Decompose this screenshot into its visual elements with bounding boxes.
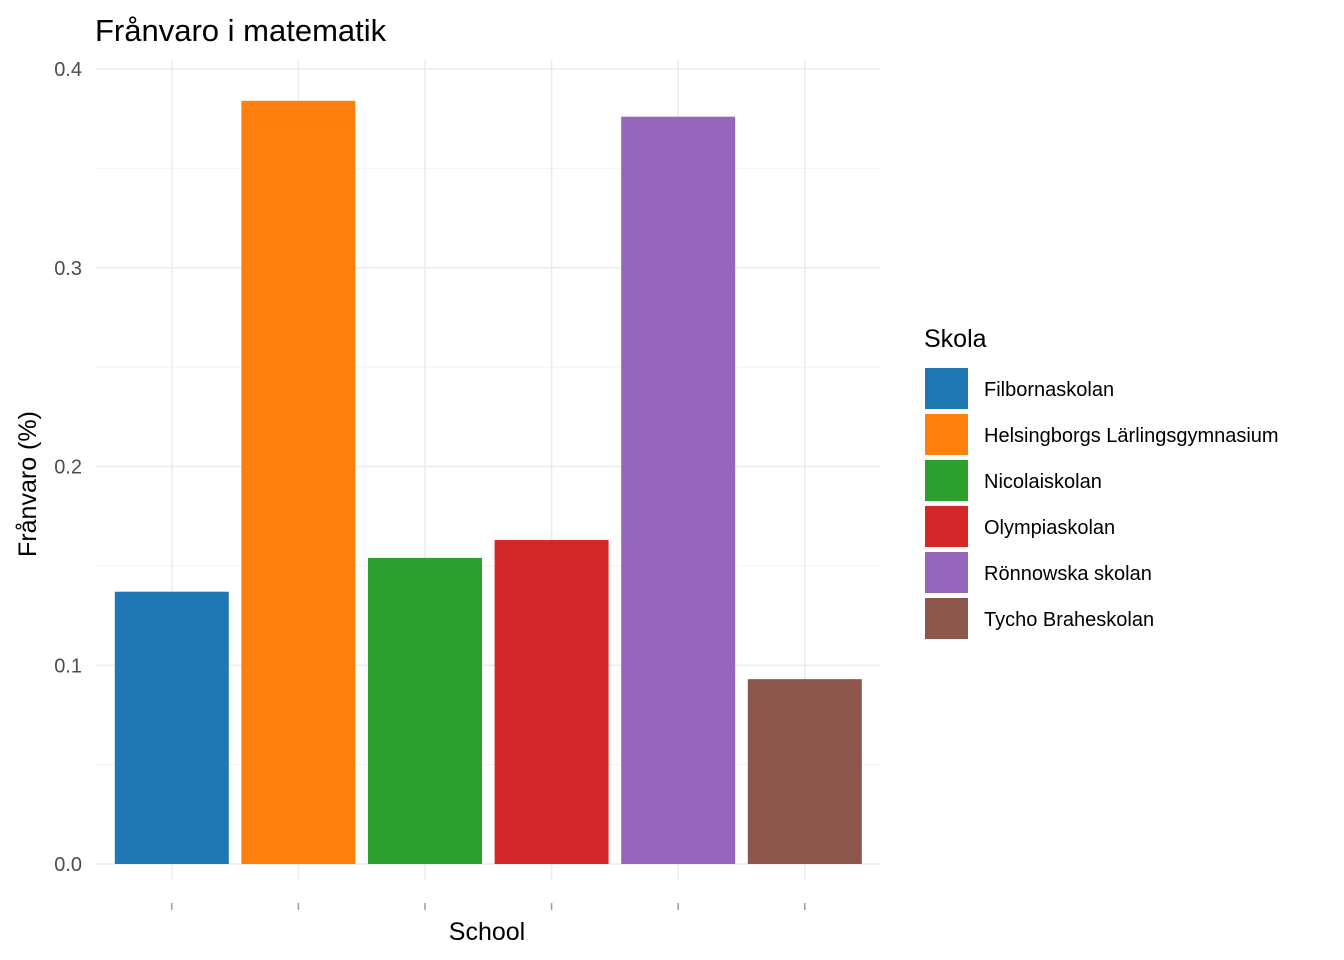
- y-tick-label: 0.3: [54, 258, 82, 280]
- legend-label: Rönnowska skolan: [984, 563, 1152, 585]
- legend-title: Skola: [924, 325, 987, 353]
- bar: [747, 679, 862, 864]
- x-axis-title: School: [449, 918, 525, 946]
- legend: Skola Filbornaskolan Helsingborgs Lärling…: [924, 325, 1279, 639]
- bar: [621, 116, 736, 864]
- bar: [494, 540, 609, 864]
- y-tick-label: 0.0: [54, 854, 82, 876]
- legend-swatch: [925, 552, 968, 593]
- y-tick-label: 0.4: [54, 59, 82, 81]
- y-axis-ticks: 0.0 0.1 0.2 0.3 0.4: [54, 59, 82, 876]
- legend-label: Filbornaskolan: [984, 379, 1114, 401]
- legend-label: Tycho Braheskolan: [984, 609, 1154, 631]
- legend-swatch: [925, 414, 968, 455]
- bar: [368, 557, 482, 864]
- chart-title: Frånvaro i matematik: [95, 13, 387, 48]
- bar: [241, 100, 356, 865]
- y-tick-label: 0.2: [54, 457, 82, 479]
- bars: [114, 100, 862, 865]
- legend-label: Helsingborgs Lärlingsgymnasium: [984, 425, 1279, 447]
- legend-items: Filbornaskolan Helsingborgs Lärlingsgymna…: [925, 368, 1279, 639]
- legend-label: Olympiaskolan: [984, 517, 1115, 539]
- bar: [114, 591, 229, 864]
- legend-swatch: [925, 506, 968, 547]
- y-axis-title: Frånvaro (%): [14, 411, 42, 557]
- x-axis-ticks: [171, 903, 806, 910]
- y-tick-label: 0.1: [54, 655, 82, 677]
- legend-swatch: [925, 460, 968, 501]
- legend-swatch: [925, 368, 968, 409]
- legend-label: Nicolaiskolan: [984, 471, 1102, 493]
- legend-swatch: [925, 598, 968, 639]
